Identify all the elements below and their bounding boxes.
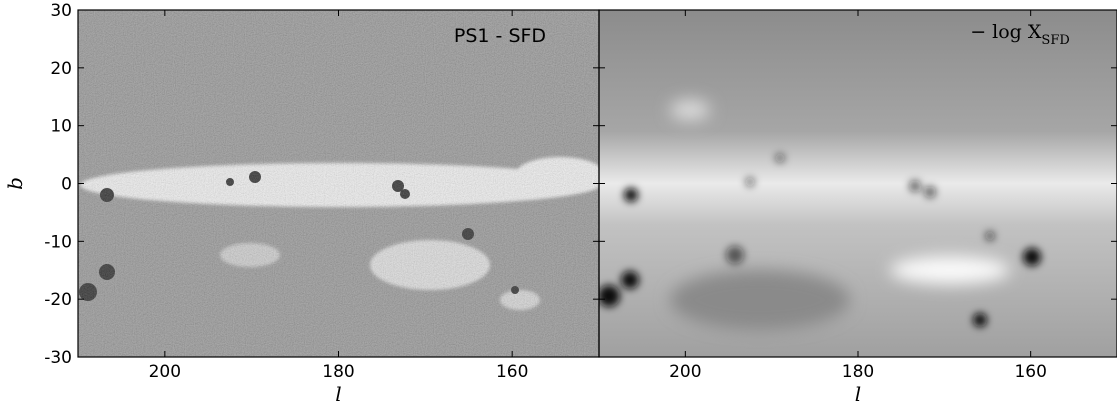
x-tick-label: 180 (842, 362, 874, 382)
x-tick-label: 200 (669, 362, 701, 382)
y-tick-text: 30 (50, 1, 72, 21)
title-text: − log X (970, 21, 1042, 43)
x-axis-label: l (855, 382, 861, 406)
panel-title: PS1 - SFD (454, 25, 546, 47)
y-tick-label: 0 (61, 175, 72, 195)
y-tick-label: -10 (44, 232, 72, 252)
figure: PS1 - SFD − log XSFD 200 180 160 -30 -20 -10 0… (0, 0, 1117, 408)
y-tick-label: -30 (44, 348, 72, 368)
x-tick-label: 160 (1014, 362, 1046, 382)
residual-map (78, 10, 605, 357)
x-tick-label: 200 (149, 362, 181, 382)
x-axis-label: l (335, 382, 341, 406)
y-tick-label: -20 (44, 290, 72, 310)
y-tick-text: 0 (61, 175, 72, 195)
y-tick-text: 20 (50, 59, 72, 79)
sfd-map (598, 10, 1117, 357)
title-subscript: SFD (1041, 33, 1069, 48)
x-tick-label: 160 (496, 362, 528, 382)
y-tick-label: 10 (50, 117, 72, 137)
y-axis-label: b (3, 177, 27, 190)
y-tick-label: 30 (50, 1, 72, 21)
x-tick-label: 180 (322, 362, 354, 382)
y-tick-text: 10 (50, 117, 72, 137)
y-tick-text: -10 (44, 232, 72, 252)
y-tick-text: -20 (44, 290, 72, 310)
y-tick-text: -30 (44, 348, 72, 368)
y-tick-label: 20 (50, 59, 72, 79)
